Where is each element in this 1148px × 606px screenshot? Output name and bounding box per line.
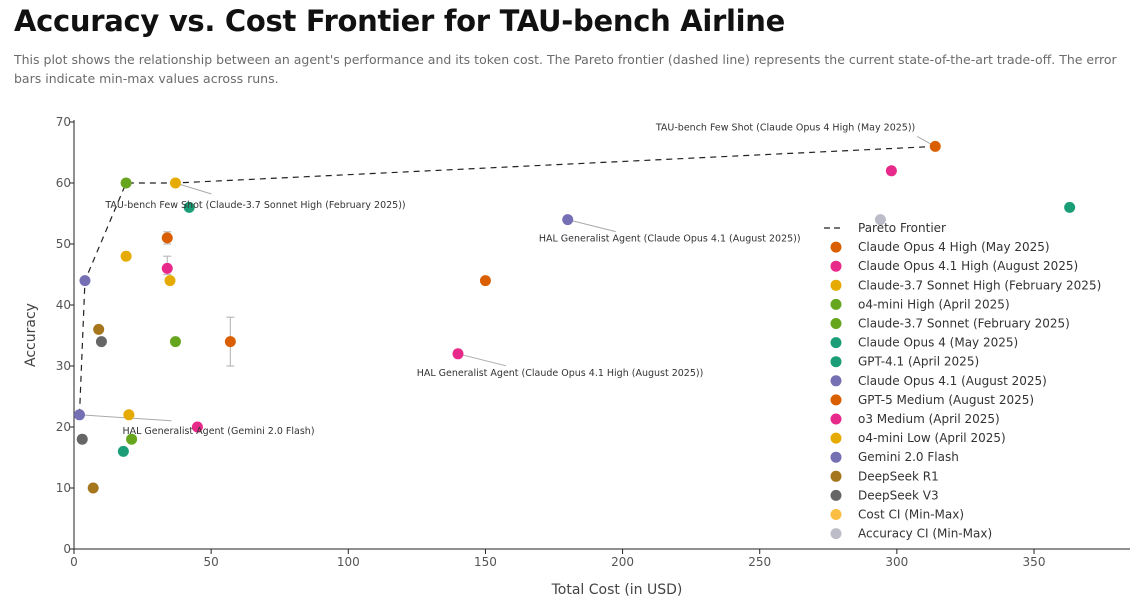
chart-axes: 0 10 20 30 40 50 60 70 0 50 100 150 200 250 300 350 Tota… (23, 115, 1130, 598)
annotation-label: HAL Generalist Agent (Claude Opus 4.1 Hi… (417, 368, 704, 379)
legend-label: Claude-3.7 Sonnet High (February 2025) (858, 278, 1101, 292)
legend-label: DeepSeek V3 (858, 488, 939, 502)
legend-swatch (830, 298, 842, 310)
pareto-frontier-line (78, 145, 936, 415)
legend-label: o3 Medium (April 2025) (858, 412, 1000, 426)
annotation-leader (175, 182, 212, 195)
legend-swatch (830, 509, 842, 520)
y-tick-label: 70 (56, 115, 71, 129)
legend-label: Pareto Frontier (858, 221, 946, 235)
legend-swatch (830, 318, 842, 329)
annotation-layer: TAU-bench Few Shot (Claude Opus 4 High (… (104, 122, 915, 436)
legend-label: Claude Opus 4.1 (August 2025) (858, 374, 1047, 388)
legend-label: o4-mini High (April 2025) (858, 297, 1010, 311)
legend-swatch (830, 260, 842, 272)
annotation-label: TAU-bench Few Shot (Claude Opus 4 High (… (655, 122, 915, 133)
y-tick-label: 50 (56, 237, 71, 251)
data-point (87, 482, 99, 494)
data-point (120, 177, 132, 189)
y-axis-title: Accuracy (23, 303, 39, 367)
data-point (183, 201, 195, 213)
legend-swatch (830, 241, 842, 253)
data-point (79, 275, 91, 287)
data-point (117, 445, 129, 457)
data-point (126, 433, 138, 445)
x-tick-label: 0 (70, 555, 78, 569)
data-point (452, 348, 464, 360)
legend-label: Claude Opus 4 High (May 2025) (858, 240, 1050, 254)
data-point (161, 262, 173, 274)
y-tick-label: 60 (56, 176, 71, 190)
x-tick-label: 150 (474, 555, 497, 569)
annotation-leader-layer (79, 135, 936, 422)
data-point (95, 336, 107, 348)
chart-legend: Pareto Frontier Claude Opus 4 High (May 2… (824, 221, 1101, 541)
annotation-label: HAL Generalist Agent (Gemini 2.0 Flash) (122, 426, 314, 437)
y-tick-label: 10 (56, 481, 71, 495)
data-point (562, 214, 574, 226)
annotation-label: TAU-bench Few Shot (Claude-3.7 Sonnet Hi… (104, 200, 405, 211)
legend-swatch (830, 337, 842, 349)
data-point (191, 421, 203, 433)
data-point (169, 177, 181, 189)
legend-swatch (830, 375, 842, 387)
legend-swatch (830, 394, 842, 406)
data-point (169, 336, 181, 348)
legend-label: o4-mini Low (April 2025) (858, 431, 1006, 445)
pareto-frontier-layer (78, 145, 936, 415)
legend-label: Accuracy CI (Min-Max) (858, 527, 992, 541)
legend-swatch (830, 356, 842, 368)
legend-swatch (830, 528, 842, 540)
legend-label: GPT-4.1 (April 2025) (858, 355, 979, 369)
legend-label: GPT-5 Medium (August 2025) (858, 393, 1034, 407)
annotation-leader (457, 353, 507, 367)
legend-swatch (830, 470, 842, 482)
x-axis-title: Total Cost (in USD) (551, 582, 683, 598)
data-point (93, 323, 105, 335)
y-tick-label: 40 (56, 298, 71, 312)
data-point (479, 275, 491, 287)
legend-swatch (830, 451, 842, 463)
data-point (73, 409, 85, 421)
x-tick-label: 350 (1023, 555, 1046, 569)
page-subtitle: This plot shows the relationship between… (14, 52, 1117, 86)
y-tick-label: 30 (56, 359, 71, 373)
legend-swatch (830, 413, 842, 425)
data-point (161, 232, 173, 244)
y-tick-label: 20 (56, 420, 71, 434)
data-point-layer (73, 140, 1076, 494)
y-tick-label: 0 (63, 542, 71, 556)
legend-label: Claude Opus 4 (May 2025) (858, 336, 1018, 350)
legend-swatch (830, 432, 842, 444)
data-point (1064, 201, 1076, 213)
legend-label: Claude Opus 4.1 High (August 2025) (858, 259, 1078, 273)
annotation-leader (567, 219, 616, 233)
legend-swatch (830, 489, 842, 501)
data-point (874, 214, 886, 226)
x-tick-label: 300 (885, 555, 908, 569)
data-point (120, 250, 132, 262)
legend-swatch (830, 279, 842, 291)
data-point (885, 165, 897, 177)
data-point (929, 140, 941, 152)
data-point (76, 433, 88, 445)
data-point (224, 336, 236, 348)
legend-label: Cost CI (Min-Max) (858, 508, 964, 522)
page-title: Accuracy vs. Cost Frontier for TAU-bench… (14, 4, 786, 38)
annotation-label: HAL Generalist Agent (Claude Opus 4.1 (A… (539, 234, 801, 245)
legend-label: Claude-3.7 Sonnet (February 2025) (858, 317, 1070, 331)
legend-label: Gemini 2.0 Flash (858, 450, 959, 464)
x-tick-label: 50 (204, 555, 219, 569)
data-point (123, 409, 135, 421)
legend-label: DeepSeek R1 (858, 469, 939, 483)
x-tick-label: 200 (611, 555, 634, 569)
x-tick-label: 250 (748, 555, 771, 569)
data-point (164, 275, 176, 287)
x-tick-label: 100 (337, 555, 360, 569)
